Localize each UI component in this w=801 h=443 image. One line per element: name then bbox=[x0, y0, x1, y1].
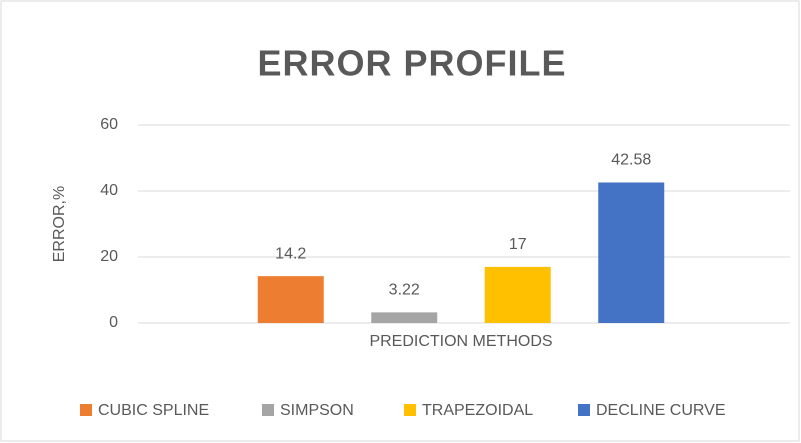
legend-label: DECLINE CURVE bbox=[596, 402, 726, 419]
x-axis-label: PREDICTION METHODS bbox=[369, 333, 552, 350]
bar bbox=[257, 276, 324, 323]
legend-swatch bbox=[80, 404, 92, 416]
y-tick-label: 60 bbox=[100, 116, 118, 133]
y-tick-label: 40 bbox=[100, 182, 118, 199]
legend-swatch bbox=[578, 404, 590, 416]
data-label: 17 bbox=[509, 236, 527, 253]
y-tick-label: 20 bbox=[100, 248, 118, 265]
legend-label: TRAPEZOIDAL bbox=[422, 402, 533, 419]
data-label: 14.2 bbox=[275, 245, 306, 262]
data-label: 3.22 bbox=[389, 282, 420, 299]
legend-label: SIMPSON bbox=[280, 402, 354, 419]
legend-label: CUBIC SPLINE bbox=[98, 402, 209, 419]
data-label: 42.58 bbox=[611, 152, 651, 169]
y-tick-label: 0 bbox=[109, 314, 118, 331]
legend-swatch bbox=[262, 404, 274, 416]
y-axis-label: ERROR,% bbox=[51, 186, 68, 262]
bar bbox=[484, 266, 551, 323]
bar bbox=[371, 312, 438, 323]
bar bbox=[598, 182, 665, 323]
chart-title: ERROR PROFILE bbox=[257, 43, 566, 84]
legend-swatch bbox=[404, 404, 416, 416]
